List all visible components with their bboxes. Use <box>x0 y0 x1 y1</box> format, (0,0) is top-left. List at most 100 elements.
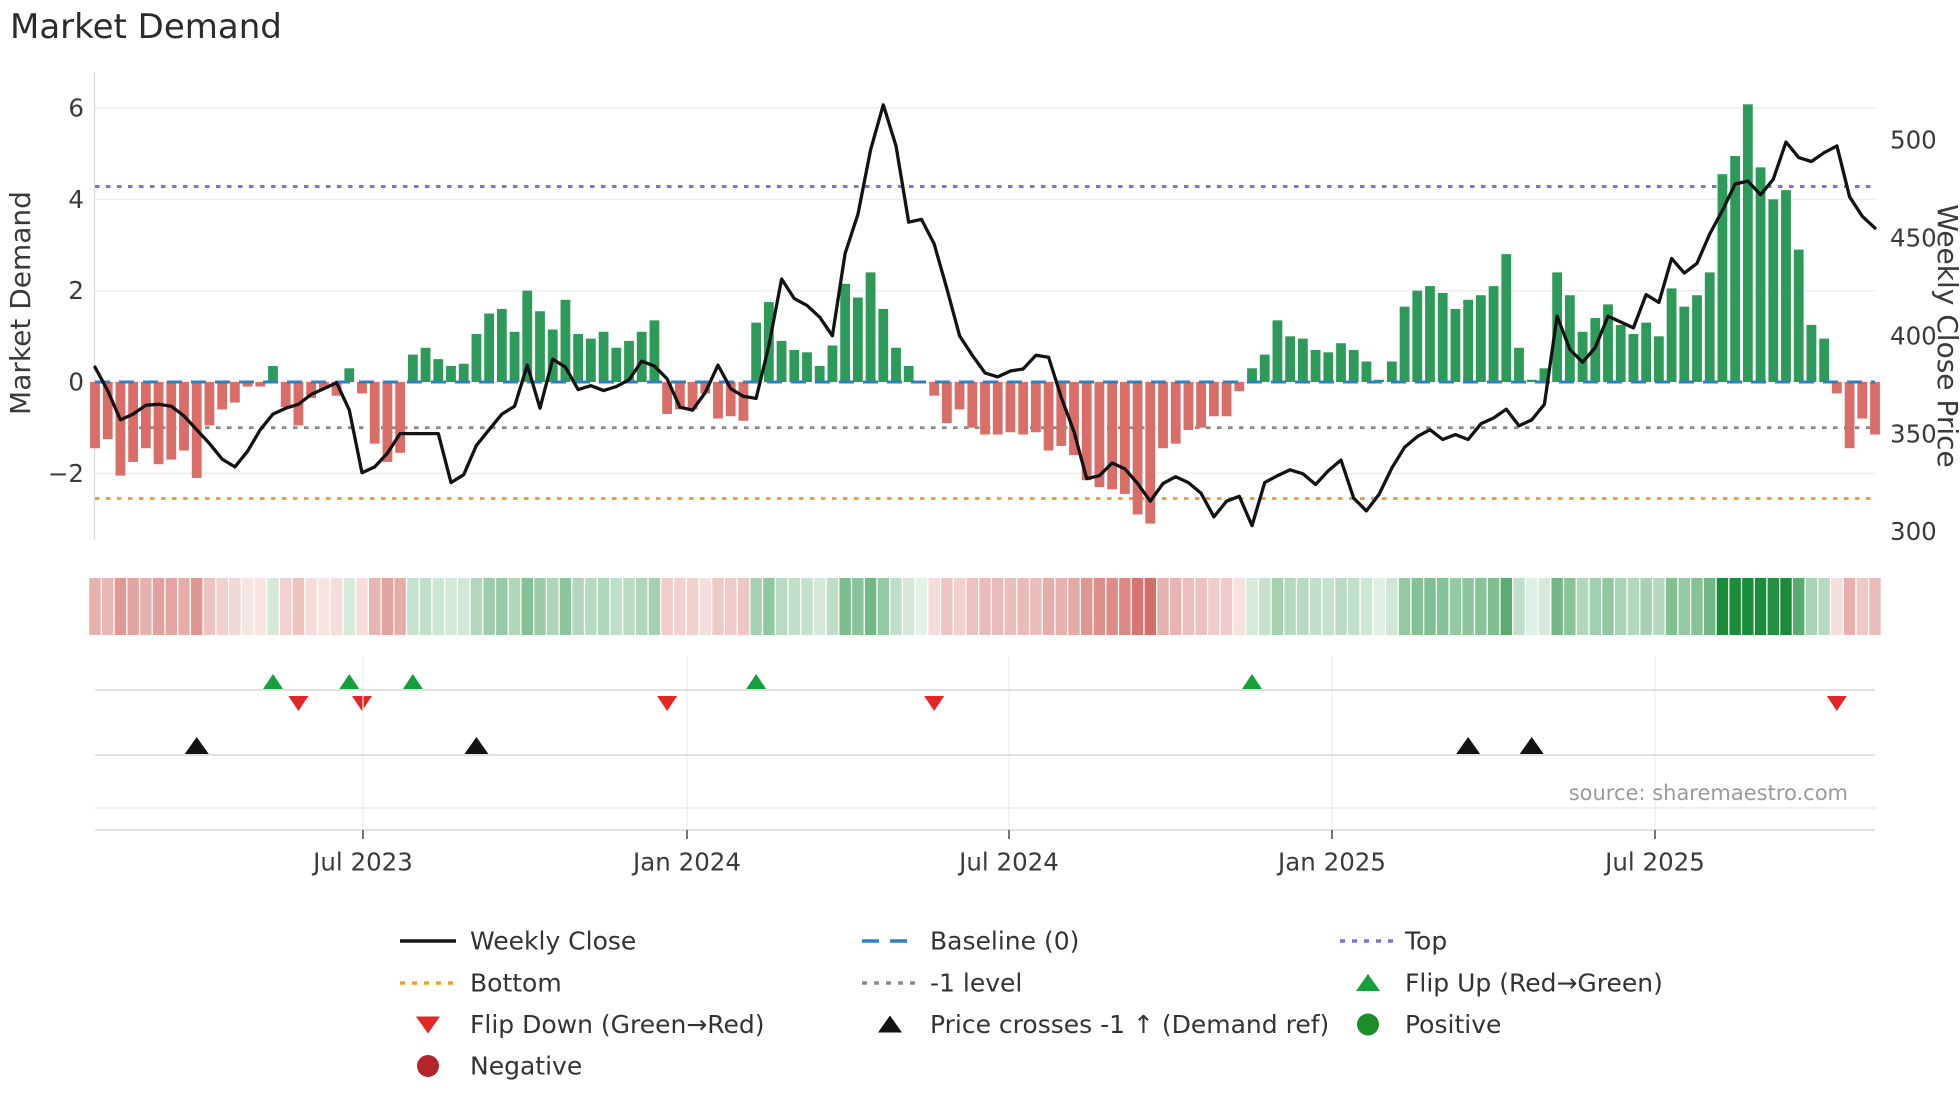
heatmap-cell <box>1615 578 1627 635</box>
heatmap-cell <box>788 578 800 635</box>
flip-down-icon <box>288 696 309 711</box>
demand-bar-positive <box>1425 286 1435 382</box>
demand-bar-negative <box>1005 382 1016 433</box>
heatmap-cell <box>1284 578 1296 635</box>
demand-bar-negative <box>1844 382 1855 449</box>
demand-bar-positive <box>891 347 901 382</box>
demand-bar-positive <box>611 347 622 382</box>
weekly-close-line <box>93 103 1877 528</box>
heatmap-cell <box>1259 578 1271 635</box>
demand-bar-positive <box>649 320 660 382</box>
demand-bar-negative <box>1145 382 1156 524</box>
heatmap-cell <box>1386 578 1398 635</box>
heatmap-cell <box>483 578 495 635</box>
heatmap-cell <box>1526 578 1538 635</box>
demand-bar-positive <box>1348 350 1359 382</box>
heatmap-cell <box>1449 578 1462 635</box>
heatmap-cell <box>623 578 635 635</box>
demand-bars <box>90 104 1880 524</box>
demand-bar-negative <box>980 382 990 435</box>
legend-triangle-down-icon <box>416 1016 440 1034</box>
heatmap-cell <box>419 578 432 635</box>
heatmap-cell <box>203 578 216 635</box>
heatmap-cell <box>725 578 737 635</box>
demand-bar-negative <box>700 382 711 394</box>
heatmap-cell <box>648 578 661 635</box>
demand-bar-positive <box>840 283 851 382</box>
demand-bar-positive <box>1336 343 1346 382</box>
demand-bar-positive <box>802 352 812 382</box>
legend-triangle-up-icon <box>1356 974 1380 991</box>
demand-bar-negative <box>357 382 367 394</box>
demand-bar-positive <box>776 340 787 382</box>
flip-up-icon <box>339 674 360 689</box>
demand-bar-positive <box>1247 368 1257 382</box>
heatmap-cell <box>1004 578 1017 635</box>
demand-bar-positive <box>1361 361 1372 382</box>
demand-bar-positive <box>1615 324 1626 382</box>
heatmap-cell <box>1538 578 1551 635</box>
heatmap-cell <box>1831 578 1843 635</box>
heatmap-cell <box>241 578 254 635</box>
heatmap-cell <box>1373 578 1385 635</box>
flip-up-icon <box>1242 674 1262 689</box>
heatmap-cell <box>330 578 343 635</box>
demand-bar-positive <box>1641 322 1652 382</box>
demand-bar-negative <box>1069 382 1079 456</box>
demand-bar-negative <box>1170 382 1181 444</box>
heatmap-cell <box>852 578 864 635</box>
demand-bar-positive <box>446 366 456 382</box>
price-cross-icon <box>184 737 209 754</box>
heatmap-cell <box>572 578 584 635</box>
heatmap-cell <box>1119 578 1131 635</box>
demand-bar-negative <box>954 382 965 410</box>
heatmap-cell <box>1411 578 1423 635</box>
heatmap-cell <box>152 578 165 635</box>
demand-bar-positive <box>1412 290 1423 382</box>
heatmap-cell <box>547 578 559 635</box>
heatmap-cell <box>1856 578 1868 635</box>
heatmap-cell <box>1144 578 1156 635</box>
demand-bar-negative <box>941 382 952 424</box>
demand-bar-negative <box>395 382 406 453</box>
heatmap-cell <box>890 578 902 635</box>
demand-bar-negative <box>166 382 177 460</box>
demand-bar-negative <box>662 382 673 414</box>
demand-bar-positive <box>1514 347 1524 382</box>
demand-bar-negative <box>1018 382 1029 435</box>
demand-bar-positive <box>827 345 838 382</box>
price-tick: 500 <box>1890 126 1937 155</box>
demand-bar-positive <box>509 331 520 382</box>
flip-down-icon <box>657 696 678 711</box>
heatmap-cell <box>1106 578 1118 635</box>
heatmap-cell <box>674 578 686 635</box>
demand-bar-negative <box>280 382 291 408</box>
heatmap-cell <box>1170 578 1182 635</box>
heatmap-cell <box>941 578 953 635</box>
heatmap-cell <box>1818 578 1830 635</box>
page-title: Market Demand <box>10 7 282 47</box>
heatmap-cell <box>1348 578 1360 635</box>
heatmap-cell <box>191 578 203 635</box>
heatmap-cell <box>1513 578 1525 635</box>
legend-circle-icon <box>417 1055 439 1077</box>
demand-bar-negative <box>929 382 940 396</box>
demand-bar-positive <box>1488 286 1499 382</box>
demand-bar-positive <box>268 366 278 382</box>
heatmap-cell <box>750 578 762 635</box>
heatmap-cell <box>864 578 877 635</box>
weekly-close-path <box>93 103 1877 528</box>
heatmap-cell <box>381 578 394 635</box>
demand-bar-negative <box>382 382 393 462</box>
demand-bar-positive <box>1323 352 1334 382</box>
demand-bar-positive <box>1704 272 1715 382</box>
demand-bar-positive <box>878 308 889 382</box>
heatmap-cell <box>1843 578 1856 635</box>
heatmap-cell <box>1246 578 1258 635</box>
heatmap-cell <box>1500 578 1512 635</box>
demand-bar-positive <box>547 329 558 382</box>
heatmap-cell <box>292 578 305 635</box>
demand-bar-positive <box>1653 336 1664 382</box>
heatmap-cell <box>305 578 317 635</box>
